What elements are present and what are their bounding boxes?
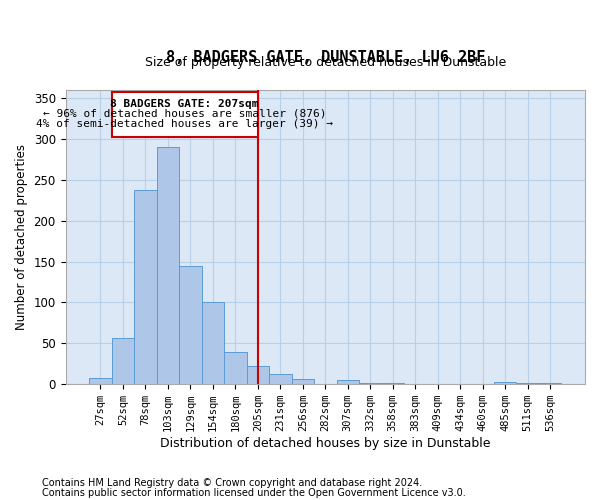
Bar [539,382,562,384]
Bar [292,380,314,384]
Text: 4% of semi-detached houses are larger (39) →: 4% of semi-detached houses are larger (3… [36,120,333,130]
Bar [179,266,202,384]
Bar [112,338,134,384]
Bar [337,380,359,384]
Bar [157,147,179,384]
Bar [134,190,157,384]
Bar [494,382,517,384]
X-axis label: Distribution of detached houses by size in Dunstable: Distribution of detached houses by size … [160,437,491,450]
Y-axis label: Number of detached properties: Number of detached properties [15,144,28,330]
Text: Contains HM Land Registry data © Crown copyright and database right 2024.: Contains HM Land Registry data © Crown c… [42,478,422,488]
Bar [112,92,258,138]
Bar [202,302,224,384]
Bar [269,374,292,384]
Bar [382,382,404,384]
Text: 8 BADGERS GATE: 207sqm: 8 BADGERS GATE: 207sqm [110,99,259,109]
Text: Size of property relative to detached houses in Dunstable: Size of property relative to detached ho… [145,56,506,70]
Bar [89,378,112,384]
Title: 8, BADGERS GATE, DUNSTABLE, LU6 2BF: 8, BADGERS GATE, DUNSTABLE, LU6 2BF [166,50,485,65]
Bar [247,366,269,384]
Bar [224,352,247,384]
Text: Contains public sector information licensed under the Open Government Licence v3: Contains public sector information licen… [42,488,466,498]
Text: ← 96% of detached houses are smaller (876): ← 96% of detached houses are smaller (87… [43,109,326,119]
